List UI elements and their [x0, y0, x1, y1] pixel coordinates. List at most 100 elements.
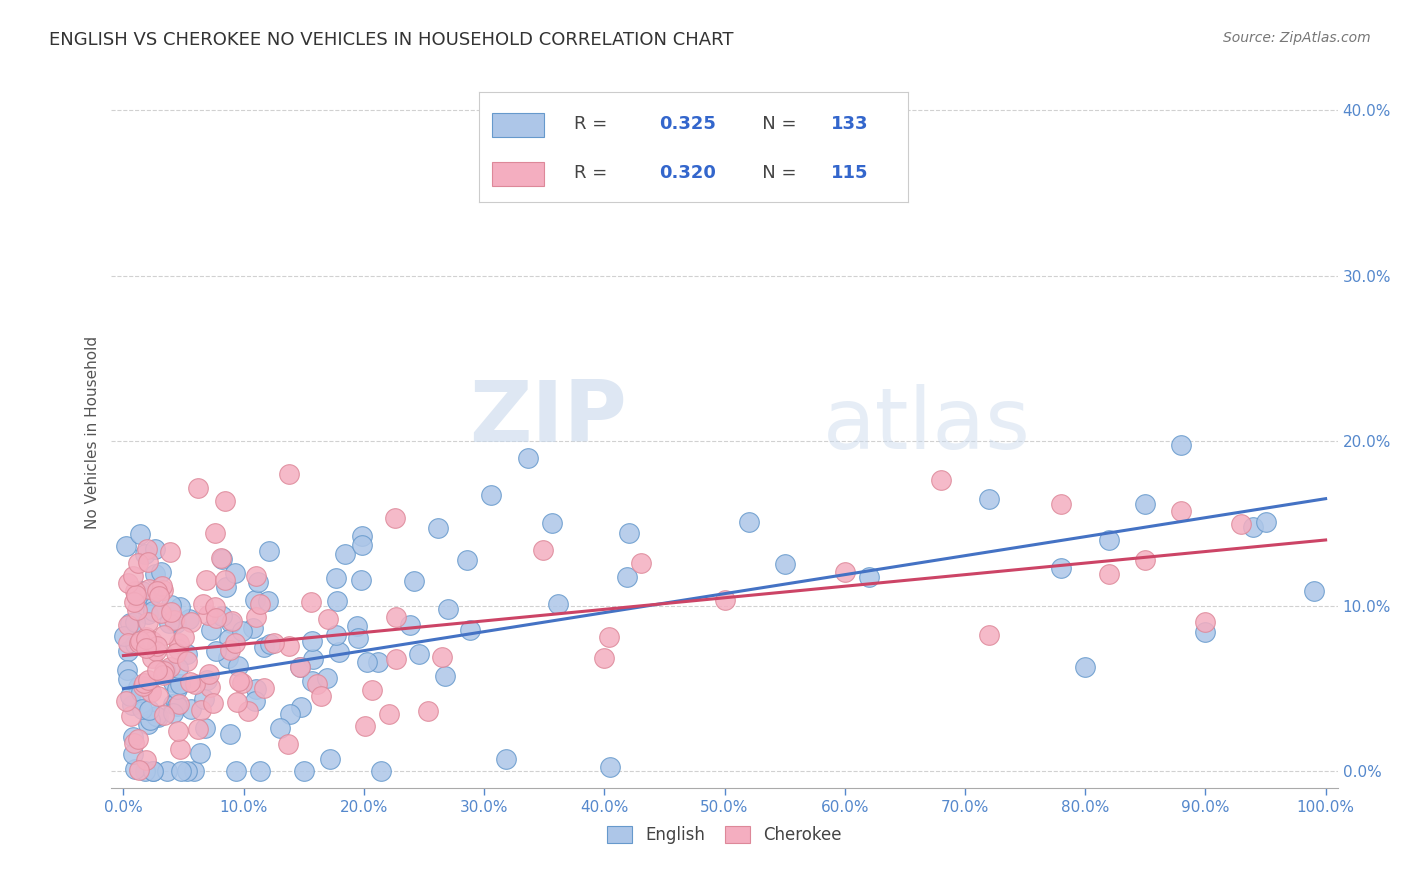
Point — [259, 544, 281, 558]
Point — [145, 643, 167, 657]
Point — [165, 616, 187, 631]
Point — [134, 764, 156, 779]
Point — [112, 630, 135, 644]
Point — [221, 615, 243, 629]
Point — [125, 589, 148, 603]
Point — [257, 594, 280, 608]
Point — [517, 451, 540, 466]
Point — [1170, 504, 1192, 518]
Point — [197, 666, 219, 681]
Point — [243, 592, 266, 607]
Point — [325, 571, 347, 585]
Point — [152, 583, 174, 598]
Point — [157, 616, 180, 631]
Point — [219, 727, 242, 741]
Point — [1098, 533, 1121, 547]
Point — [456, 553, 478, 567]
Point — [159, 545, 181, 559]
Point — [378, 706, 401, 721]
Point — [218, 642, 240, 657]
Point — [225, 764, 247, 779]
Point — [187, 481, 209, 495]
Point — [135, 753, 157, 767]
Point — [117, 673, 139, 687]
Point — [204, 600, 226, 615]
Point — [929, 473, 952, 487]
Point — [132, 679, 155, 693]
Point — [136, 607, 159, 622]
Point — [167, 697, 190, 711]
Point — [146, 640, 169, 654]
Point — [183, 764, 205, 779]
Point — [122, 736, 145, 750]
Point — [198, 680, 221, 694]
Point — [245, 610, 267, 624]
Point — [191, 597, 214, 611]
Point — [384, 511, 406, 525]
Point — [194, 721, 217, 735]
Point — [495, 752, 517, 766]
Point — [1254, 515, 1277, 529]
Point — [205, 611, 228, 625]
Point — [427, 521, 450, 535]
Point — [1074, 660, 1097, 674]
Point — [247, 575, 270, 590]
Point — [135, 641, 157, 656]
Point — [162, 674, 184, 689]
Point — [188, 746, 211, 760]
Point — [187, 722, 209, 736]
Point — [356, 655, 378, 669]
Point — [169, 677, 191, 691]
Point — [169, 600, 191, 615]
Point — [773, 557, 796, 571]
Point — [159, 659, 181, 673]
Point — [1098, 567, 1121, 582]
Point — [193, 692, 215, 706]
Point — [121, 698, 143, 712]
Point — [145, 709, 167, 723]
Point — [278, 467, 301, 482]
Point — [299, 595, 322, 609]
Point — [201, 696, 224, 710]
Point — [117, 636, 139, 650]
Point — [200, 623, 222, 637]
Point — [302, 652, 325, 666]
Point — [209, 550, 232, 565]
Point — [319, 752, 342, 766]
Point — [245, 681, 267, 696]
Point — [1050, 497, 1073, 511]
Text: atlas: atlas — [823, 384, 1031, 467]
Point — [169, 741, 191, 756]
Point — [138, 703, 160, 717]
Point — [197, 607, 219, 622]
Point — [214, 573, 236, 587]
Point — [531, 543, 554, 558]
Point — [179, 612, 201, 626]
Point — [353, 719, 375, 733]
Point — [160, 598, 183, 612]
Point — [120, 689, 142, 703]
Point — [1230, 517, 1253, 532]
Point — [1194, 625, 1216, 640]
Point — [259, 637, 281, 651]
Point — [165, 646, 187, 660]
Point — [152, 628, 174, 642]
Point — [117, 618, 139, 632]
Point — [152, 664, 174, 678]
Text: ZIP: ZIP — [468, 377, 627, 460]
Point — [167, 661, 190, 675]
Point — [156, 764, 179, 779]
Point — [408, 647, 430, 661]
Point — [219, 615, 242, 630]
Point — [127, 731, 149, 746]
Point — [195, 673, 218, 687]
Point — [125, 591, 148, 605]
Point — [139, 713, 162, 727]
Point — [163, 613, 186, 627]
Point — [124, 583, 146, 598]
Point — [162, 697, 184, 711]
Point — [166, 681, 188, 696]
Point — [122, 730, 145, 744]
Point — [149, 566, 172, 580]
Point — [350, 573, 373, 587]
